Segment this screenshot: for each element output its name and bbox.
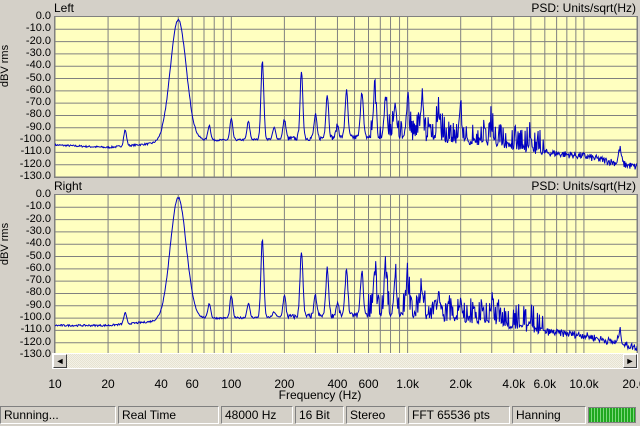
left-panel-units: PSD: Units/sqrt(Hz): [531, 1, 636, 15]
x-tick-label: 10: [48, 377, 62, 391]
x-tick-label: 200: [274, 377, 295, 391]
y-tick-label: -80.0: [25, 286, 51, 299]
y-tick-label: -10.0: [25, 200, 51, 213]
y-tick-label: -50.0: [25, 249, 51, 262]
y-tick-label: -90.0: [25, 120, 51, 133]
right-panel-title: Right: [54, 179, 83, 193]
y-tick-label: -100.0: [19, 133, 51, 146]
x-axis-label: Frequency (Hz): [278, 388, 362, 402]
status-bar: Running... Real Time 48000 Hz 16 Bit Ste…: [0, 404, 640, 426]
y-tick-label: 0.0: [35, 10, 51, 22]
left-psd-plot[interactable]: [54, 16, 638, 178]
status-channels: Stereo: [346, 406, 406, 424]
right-panel-header: Right PSD: Units/sqrt(Hz): [0, 178, 640, 194]
y-tick-label: -80.0: [25, 108, 51, 121]
x-tick-label: 400: [327, 377, 348, 391]
y-tick-label: -50.0: [25, 71, 51, 84]
y-tick-label: -10.0: [25, 22, 51, 35]
right-panel-units: PSD: Units/sqrt(Hz): [531, 179, 636, 193]
y-tick-label: -60.0: [25, 261, 51, 274]
y-tick-label: -130.0: [19, 170, 51, 182]
x-tick-label: 20: [101, 377, 115, 391]
status-running: Running...: [0, 406, 116, 424]
y-tick-label: -20.0: [25, 34, 51, 47]
y-tick-label: -110.0: [20, 323, 51, 336]
y-tick-label: -30.0: [25, 224, 51, 237]
left-psd-svg: [55, 17, 637, 177]
x-tick-label: 2.0k: [449, 377, 473, 391]
y-tick-label: -40.0: [25, 237, 51, 250]
y-tick-label: -100.0: [19, 311, 51, 324]
x-tick-label: 1.0k: [396, 377, 419, 391]
status-bits: 16 Bit: [295, 406, 344, 424]
y-tick-label: -40.0: [25, 59, 51, 72]
scroll-left-button[interactable]: ◄: [53, 354, 67, 368]
psd-trace-left: [55, 18, 637, 170]
left-panel-header: Left PSD: Units/sqrt(Hz): [0, 0, 640, 16]
x-tick-label: 6.0k: [533, 377, 557, 391]
status-fft: FFT 65536 pts: [408, 406, 510, 424]
y-tick-label: -130.0: [19, 348, 51, 360]
y-tick-label: -120.0: [19, 335, 51, 348]
y-tick-label: -70.0: [25, 96, 51, 109]
y-tick-label: 0.0: [35, 188, 51, 200]
status-mode: Real Time: [118, 406, 219, 424]
status-window: Hanning: [512, 406, 586, 424]
level-meter: [588, 407, 636, 423]
left-panel-title: Left: [54, 1, 75, 15]
y-tick-label: -30.0: [25, 46, 51, 59]
status-sample-rate: 48000 Hz: [221, 406, 293, 424]
x-tick-label: 20.0k: [622, 377, 640, 391]
y-tick-label: -60.0: [25, 83, 51, 96]
x-tick-label: 600: [358, 377, 379, 391]
scroll-right-button[interactable]: ►: [623, 354, 637, 368]
y-tick-label: -20.0: [25, 212, 51, 225]
y-tick-label: -70.0: [25, 274, 51, 287]
horizontal-scrollbar[interactable]: ◄ ►: [52, 353, 638, 369]
x-tick-label: 10.0k: [569, 377, 599, 391]
x-tick-label: 4.0k: [502, 377, 526, 391]
x-tick-label: 100: [221, 377, 242, 391]
y-tick-label: -110.0: [20, 145, 51, 158]
right-psd-plot[interactable]: [54, 194, 638, 356]
x-tick-label: 60: [185, 377, 199, 391]
x-tick-label: 40: [154, 377, 168, 391]
right-psd-svg: [55, 195, 637, 355]
y-tick-label: -120.0: [19, 157, 51, 170]
psd-trace-right: [55, 196, 637, 352]
y-tick-label: -90.0: [25, 298, 51, 311]
